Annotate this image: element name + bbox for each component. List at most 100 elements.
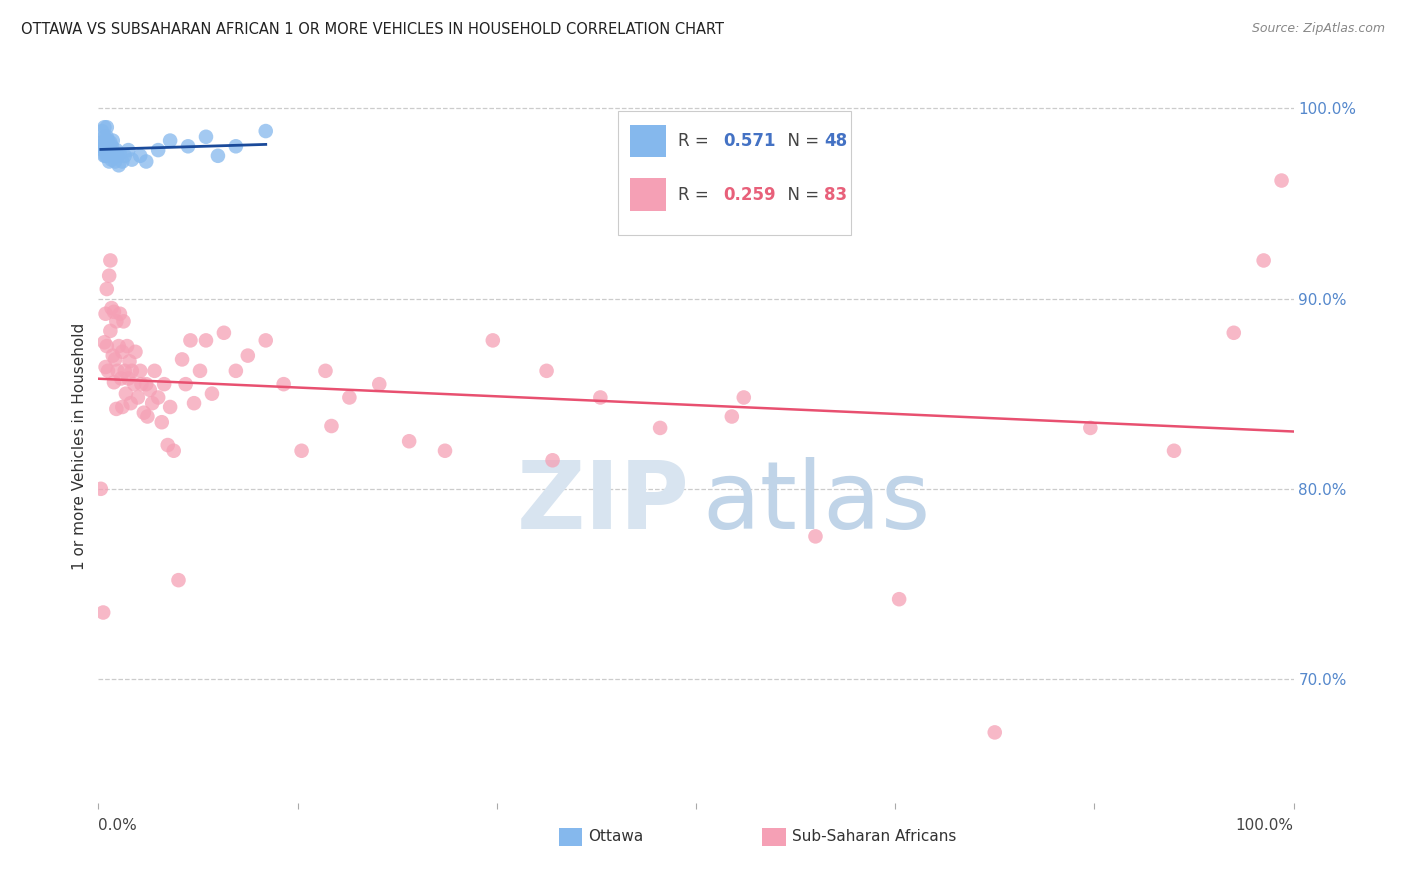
Point	[135, 154, 157, 169]
Point	[207, 149, 229, 163]
Point	[93, 139, 115, 153]
Point	[132, 406, 155, 420]
Text: R =: R =	[678, 186, 714, 203]
Point	[141, 396, 163, 410]
Point	[111, 400, 134, 414]
Text: Ottawa: Ottawa	[589, 829, 644, 844]
Point	[1163, 443, 1185, 458]
Point	[129, 364, 152, 378]
Point	[1253, 253, 1275, 268]
Point	[98, 324, 122, 338]
Point	[107, 364, 129, 378]
Point	[100, 301, 122, 315]
Point	[254, 334, 277, 348]
Point	[90, 482, 112, 496]
Point	[179, 334, 201, 348]
Point	[97, 364, 120, 378]
Point	[291, 443, 314, 458]
Point	[105, 143, 128, 157]
Bar	[630, 178, 666, 211]
Point	[90, 139, 112, 153]
Point	[153, 377, 176, 392]
Point	[172, 352, 194, 367]
Point	[107, 158, 129, 172]
Point	[98, 139, 121, 153]
Point	[183, 396, 205, 410]
Point	[804, 529, 827, 543]
Point	[174, 377, 197, 392]
Point	[93, 149, 115, 163]
Point	[127, 391, 149, 405]
Point	[94, 149, 117, 163]
Bar	[762, 828, 786, 846]
Bar	[630, 125, 666, 157]
Point	[368, 377, 391, 392]
Point	[112, 314, 135, 328]
Point	[117, 143, 139, 157]
Point	[96, 282, 118, 296]
Point	[143, 364, 166, 378]
Point	[541, 453, 564, 467]
Point	[98, 136, 122, 150]
Point	[93, 335, 115, 350]
Point	[321, 419, 343, 434]
Point	[107, 339, 129, 353]
Point	[889, 592, 911, 607]
Point	[108, 307, 131, 321]
Point	[398, 434, 420, 449]
Point	[105, 314, 128, 328]
Point	[481, 334, 505, 348]
Point	[104, 352, 127, 367]
Point	[131, 377, 153, 392]
Point	[1271, 173, 1294, 187]
Point	[167, 573, 190, 587]
Point	[110, 371, 132, 385]
Point	[721, 409, 744, 424]
Point	[94, 143, 117, 157]
Bar	[619, 111, 852, 235]
Point	[1080, 421, 1102, 435]
Point	[120, 396, 142, 410]
Point	[117, 371, 139, 385]
Point	[195, 334, 218, 348]
Point	[101, 134, 124, 148]
Point	[159, 134, 181, 148]
Point	[101, 147, 124, 161]
Point	[984, 725, 1007, 739]
Point	[225, 364, 247, 378]
Point	[96, 149, 118, 163]
Point	[98, 253, 122, 268]
Point	[124, 344, 146, 359]
Point	[96, 136, 118, 150]
Point	[733, 391, 755, 405]
Point	[98, 268, 121, 283]
Point	[100, 153, 122, 167]
Point	[91, 124, 114, 138]
Point	[148, 143, 170, 157]
Point	[94, 134, 117, 148]
Point	[589, 391, 612, 405]
Point	[103, 149, 125, 163]
Text: ZIP: ZIP	[517, 457, 690, 549]
Point	[97, 134, 120, 148]
Point	[114, 364, 136, 378]
Point	[273, 377, 295, 392]
Point	[121, 153, 143, 167]
Point	[177, 139, 200, 153]
Point	[188, 364, 211, 378]
Text: 100.0%: 100.0%	[1236, 818, 1294, 833]
Point	[91, 136, 114, 150]
Text: 0.0%: 0.0%	[98, 818, 138, 833]
Point	[124, 377, 146, 392]
Text: Source: ZipAtlas.com: Source: ZipAtlas.com	[1251, 22, 1385, 36]
Point	[1223, 326, 1246, 340]
Point	[236, 349, 259, 363]
Point	[104, 154, 127, 169]
Point	[111, 154, 134, 169]
Point	[94, 359, 117, 374]
Point	[163, 443, 186, 458]
Point	[139, 383, 162, 397]
Point	[136, 409, 159, 424]
Point	[107, 149, 129, 163]
Text: 83: 83	[824, 186, 846, 203]
